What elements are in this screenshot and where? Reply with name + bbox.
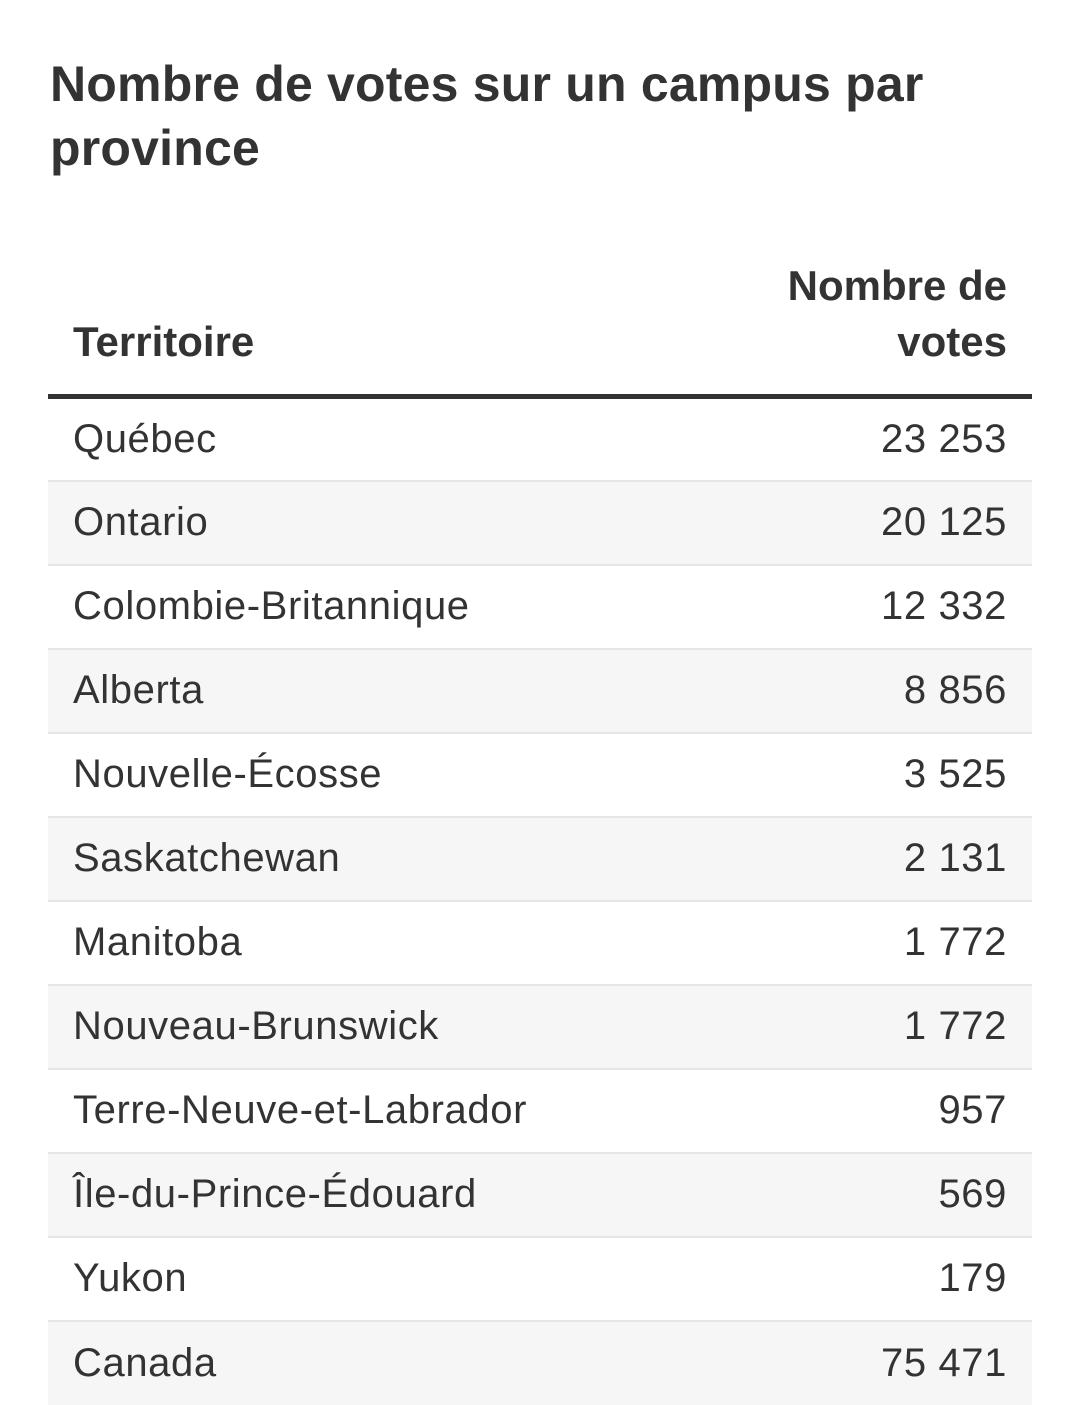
territory-cell: Alberta: [48, 648, 678, 734]
territory-cell: Terre-Neuve-et-Labrador: [48, 1068, 678, 1154]
territory-cell: Saskatchewan: [48, 816, 678, 902]
table-row: Yukon 179: [48, 1236, 1032, 1322]
votes-cell: 2 131: [677, 816, 1032, 902]
votes-cell: 20 125: [677, 480, 1032, 566]
territory-cell: Québec: [48, 396, 678, 482]
votes-cell: 179: [677, 1236, 1032, 1322]
territory-cell: Canada: [48, 1320, 678, 1405]
table-row: Île-du-Prince-Édouard 569: [48, 1152, 1032, 1238]
votes-cell: 569: [677, 1152, 1032, 1238]
territory-cell: Yukon: [48, 1236, 678, 1322]
territory-cell: Colombie-Britannique: [48, 564, 678, 650]
table-row: Ontario 20 125: [48, 480, 1032, 566]
votes-cell: 3 525: [677, 732, 1032, 818]
votes-cell: 957: [677, 1068, 1032, 1154]
territory-cell: Nouvelle-Écosse: [48, 732, 678, 818]
chart-container: Nombre de votes sur un campus par provin…: [48, 0, 1032, 1405]
votes-cell: 23 253: [677, 396, 1032, 482]
table-row: Nouveau-Brunswick 1 772: [48, 984, 1032, 1070]
table-row: Manitoba 1 772: [48, 900, 1032, 986]
territory-cell: Ontario: [48, 480, 678, 566]
chart-title: Nombre de votes sur un campus par provin…: [50, 56, 924, 176]
votes-cell: 8 856: [677, 648, 1032, 734]
table-row: Alberta 8 856: [48, 648, 1032, 734]
column-header-votes: Nombre de votes: [677, 258, 1032, 399]
table-row: Saskatchewan 2 131: [48, 816, 1032, 902]
table-row: Nouvelle-Écosse 3 525: [48, 732, 1032, 818]
table-row: Terre-Neuve-et-Labrador 957: [48, 1068, 1032, 1154]
votes-cell: 12 332: [677, 564, 1032, 650]
territory-cell: Nouveau-Brunswick: [48, 984, 678, 1070]
table-row: Québec 23 253: [48, 396, 1032, 482]
votes-cell: 1 772: [677, 984, 1032, 1070]
table-header-row: Territoire Nombre de votes: [48, 258, 1032, 399]
votes-cell: 75 471: [677, 1320, 1032, 1405]
votes-cell: 1 772: [677, 900, 1032, 986]
table-body: Québec 23 253 Ontario 20 125 Colombie-Britan…: [48, 396, 1032, 1405]
territory-cell: Manitoba: [48, 900, 678, 986]
table-row: Colombie-Britannique 12 332: [48, 564, 1032, 650]
territory-cell: Île-du-Prince-Édouard: [48, 1152, 678, 1238]
column-header-territory: Territoire: [48, 258, 678, 399]
table-row: Canada 75 471: [48, 1320, 1032, 1405]
data-table: Territoire Nombre de votes Québec 23 253 O…: [48, 258, 1032, 1405]
